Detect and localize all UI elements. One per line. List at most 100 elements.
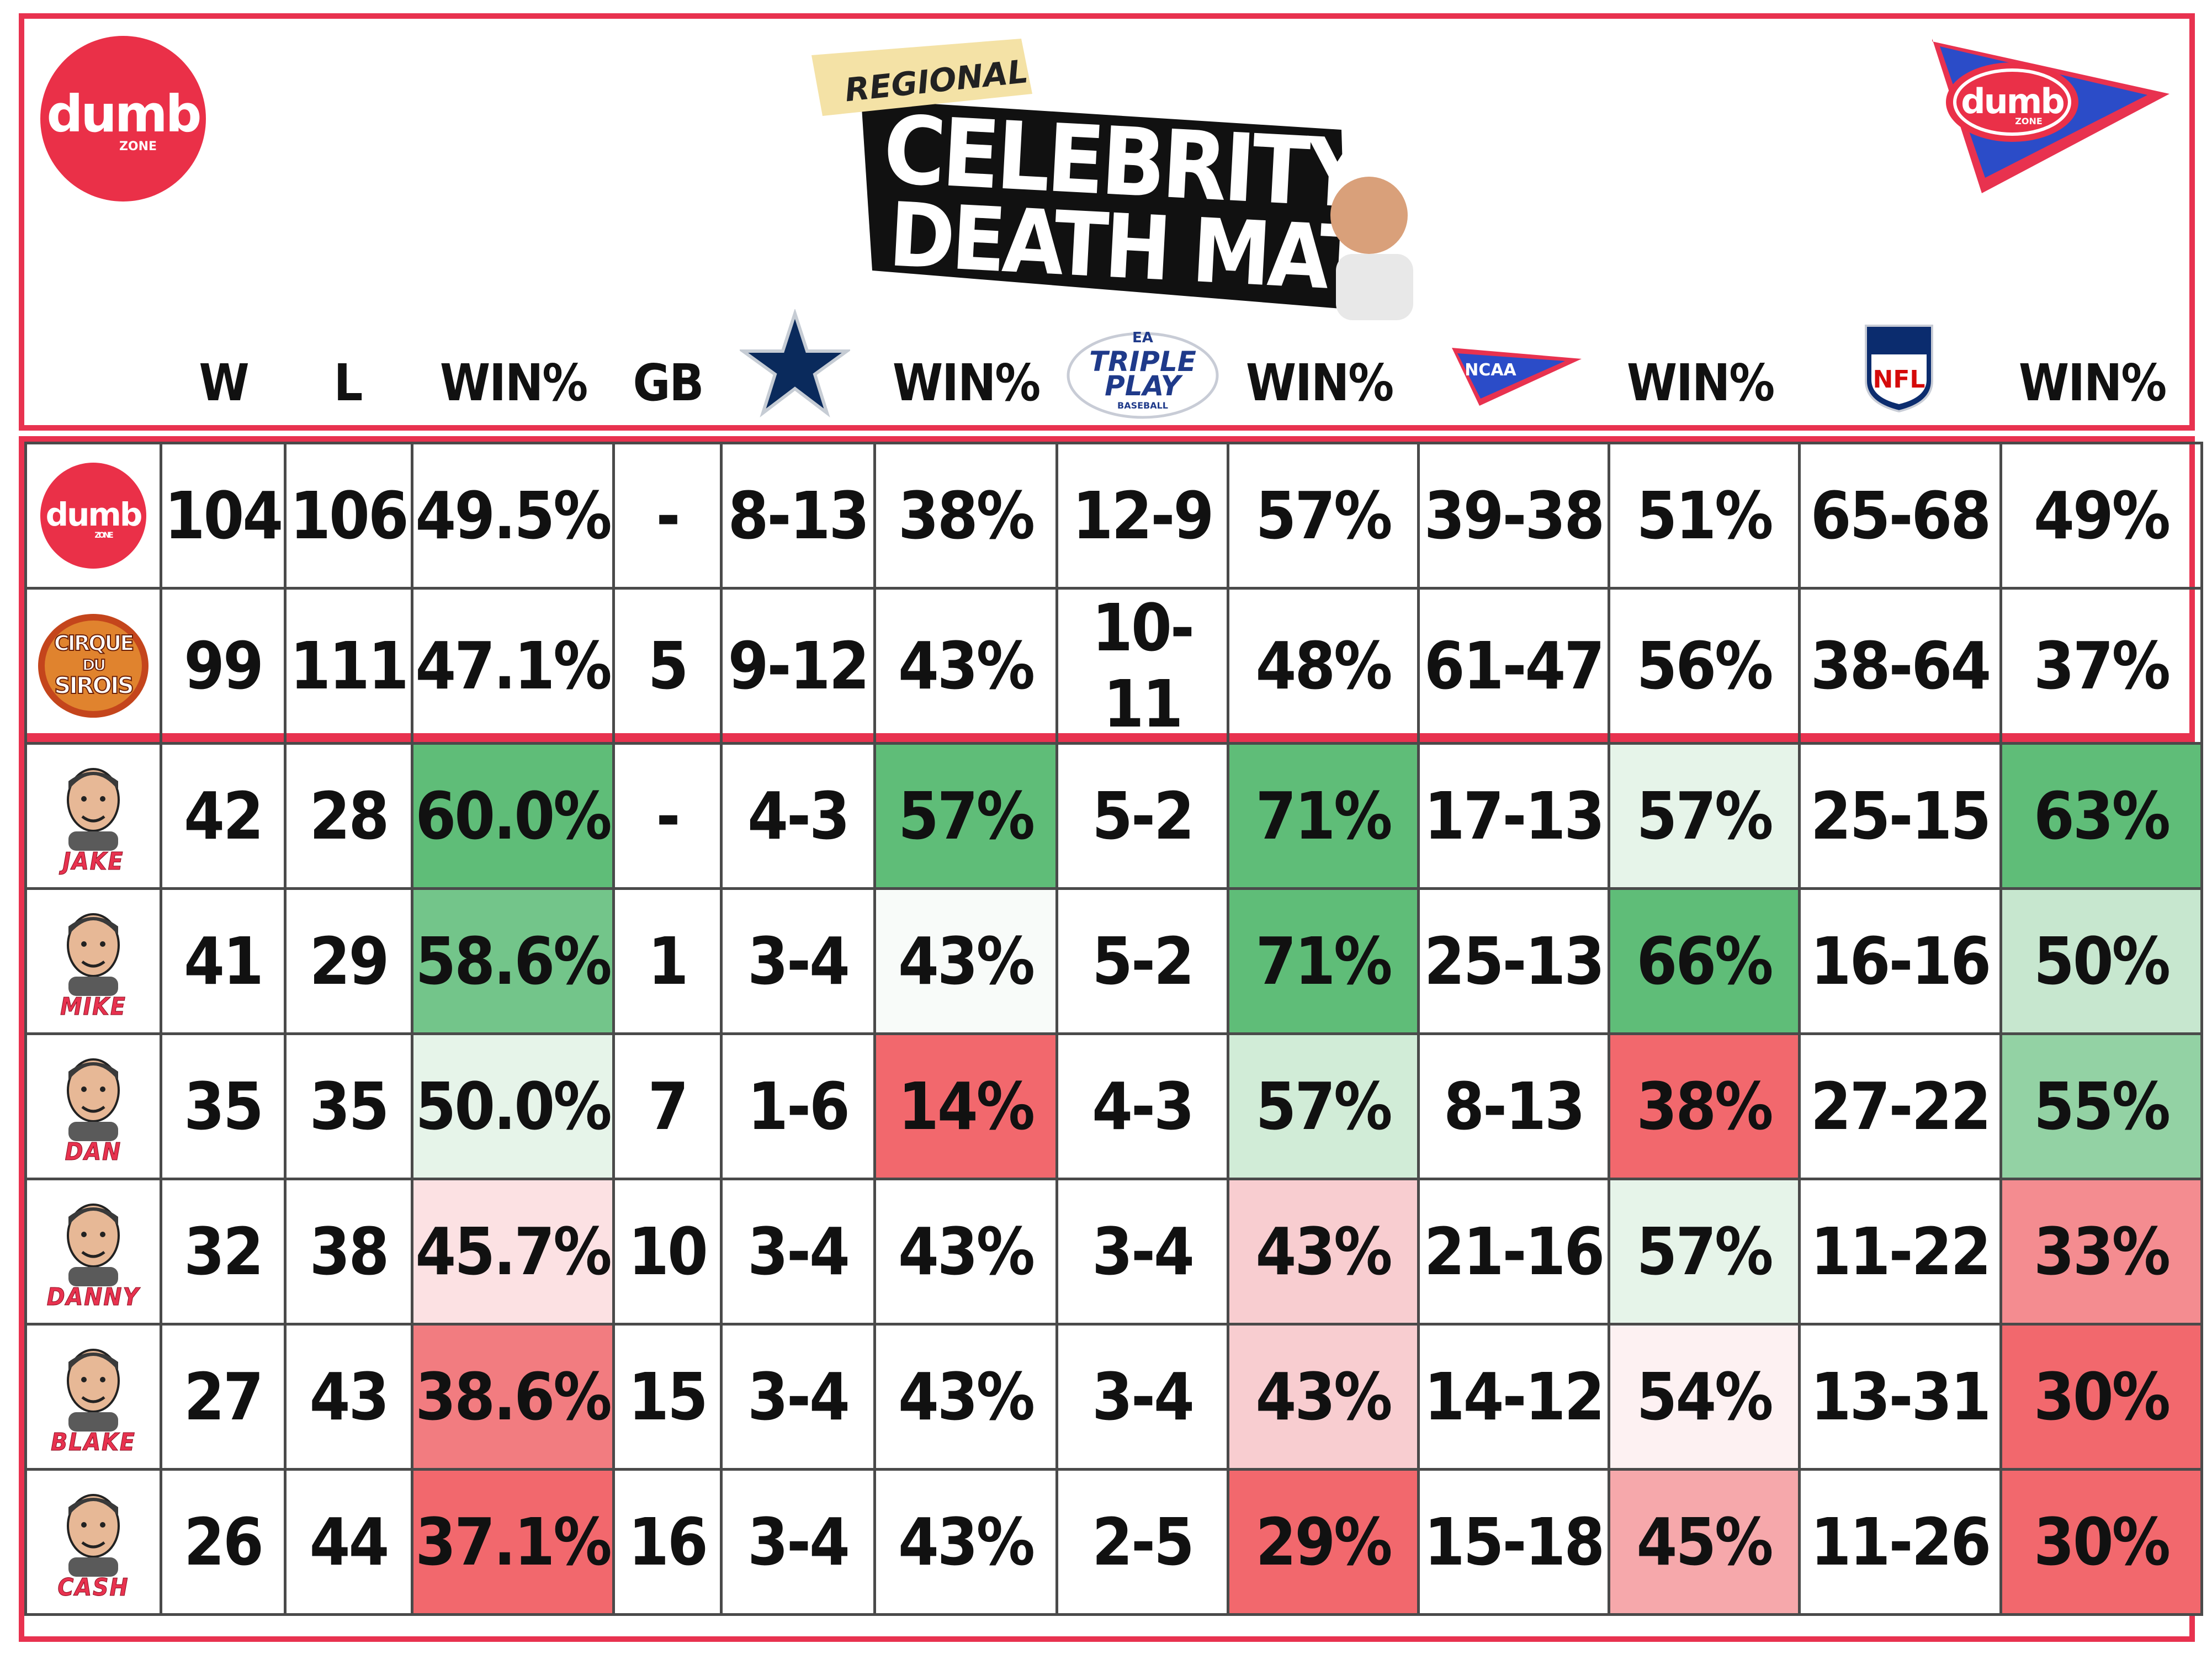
player-avatar-cell: MIKE — [24, 887, 162, 1035]
team-l-cell: 106 — [284, 442, 413, 590]
header-l: L — [333, 353, 363, 412]
team-row: dumb ZONE 104 106 49.5% -8-13 38% 12-9 57% 39-3… — [24, 442, 2203, 590]
avatar: CASH — [29, 1483, 158, 1602]
player-gb-cell: 1 — [612, 887, 723, 1035]
player-mlb-cell: 5-2 — [1055, 887, 1229, 1035]
player-l-cell: 43 — [284, 1323, 413, 1471]
teams-table: dumb ZONE 104 106 49.5% -8-13 38% 12-9 57% 39-3… — [24, 442, 2203, 745]
player-l-cell: 38 — [284, 1178, 413, 1326]
header-gb: GB — [633, 353, 704, 412]
player-mlb-pct-cell: 71% — [1227, 742, 1420, 890]
header-nfl-win-pct: WIN% — [2018, 353, 2167, 412]
player-w-cell: 27 — [160, 1323, 287, 1471]
player-cowboys-cell: 3-4 — [720, 1468, 876, 1616]
logo-small-text: ZONE — [119, 140, 157, 153]
player-name: DANNY — [46, 1282, 140, 1311]
player-row: BLAKE 27 43 38.6% 15 3-4 43% 3-4 43% 14-12 54% 13-… — [24, 1323, 2203, 1471]
player-mlb-cell: 5-2 — [1055, 742, 1229, 890]
player-avatar-cell: JAKE — [24, 742, 162, 890]
player-pct-cell: 58.6% — [411, 887, 615, 1035]
player-nfl-pct-cell: 63% — [1999, 742, 2203, 890]
player-mlb-cell: 3-4 — [1055, 1178, 1229, 1326]
player-mlb-pct-cell: 43% — [1227, 1323, 1420, 1471]
celebrity-face — [1330, 177, 1408, 254]
team-pct-cell: 47.1% — [411, 587, 615, 745]
player-pct-cell: 38.6% — [411, 1323, 615, 1471]
player-name: DAN — [65, 1137, 122, 1166]
team-nfl-cell: 65-68 — [1798, 442, 2002, 590]
player-w-cell: 32 — [160, 1178, 287, 1326]
player-cowboys-pct-cell: 57% — [873, 742, 1058, 890]
player-pct-cell: 60.0% — [411, 742, 615, 890]
player-mlb-cell: 4-3 — [1055, 1032, 1229, 1180]
player-avatar-icon — [67, 1493, 120, 1577]
team-cowboys-cell: 9-12 — [720, 587, 876, 745]
triple-play-line2: PLAY — [1105, 370, 1183, 402]
player-mlb-cell: 3-4 — [1055, 1323, 1229, 1471]
player-nfl-cell: 16-16 — [1798, 887, 2002, 1035]
title-line1: CELEBRITY — [881, 96, 1371, 230]
player-ncaa-pct-cell: 38% — [1608, 1032, 1801, 1180]
team-logo-cell: dumb ZONE — [24, 442, 162, 590]
player-mlb-pct-cell: 29% — [1227, 1468, 1420, 1616]
team-cowboys-cell: 8-13 — [720, 442, 876, 590]
player-w-cell: 42 — [160, 742, 287, 890]
player-pct-cell: 45.7% — [411, 1178, 615, 1326]
player-avatar-icon — [67, 913, 120, 996]
dumb-zone-pennant-logo: dumb ZONE — [1932, 39, 2169, 193]
player-mlb-pct-cell: 71% — [1227, 887, 1420, 1035]
player-nfl-pct-cell: 30% — [1999, 1323, 2203, 1471]
player-cowboys-pct-cell: 43% — [873, 1468, 1058, 1616]
team-w-cell: 104 — [160, 442, 287, 590]
player-row: DANNY 32 38 45.7% 10 3-4 43% 3-4 43% 21-16 57% 11-… — [24, 1178, 2203, 1326]
player-l-cell: 44 — [284, 1468, 413, 1616]
player-gb-cell: 10 — [612, 1178, 723, 1326]
players-table: JAKE 42 28 60.0% -4-3 57% 5-2 71% 17-13 57% 25-15… — [24, 742, 2203, 1616]
team-ncaa-cell: 39-38 — [1417, 442, 1610, 590]
player-cowboys-pct-cell: 43% — [873, 887, 1058, 1035]
player-w-cell: 41 — [160, 887, 287, 1035]
header-ncaa-win-pct: WIN% — [1626, 353, 1775, 412]
player-name: CASH — [57, 1573, 129, 1602]
player-nfl-cell: 11-22 — [1798, 1178, 2002, 1326]
cirque-bottom: SIROIS — [54, 672, 133, 699]
title-banner: REGIONAL CELEBRITY DEATH MATCH — [811, 39, 1441, 320]
cirque-mid: DU — [82, 656, 105, 674]
player-w-cell: 26 — [160, 1468, 287, 1616]
team-ncaa-cell: 61-47 — [1417, 587, 1610, 745]
team-ncaa-pct-cell: 51% — [1608, 442, 1801, 590]
team-nfl-pct-cell: 49% — [1999, 442, 2203, 590]
team-l-cell: 111 — [284, 587, 413, 745]
player-mlb-pct-cell: 43% — [1227, 1178, 1420, 1326]
team-row: CIRQUE DU SIROIS 99 111 47.1% 5 9-12 43% 10-11… — [24, 587, 2203, 745]
player-mlb-pct-cell: 57% — [1227, 1032, 1420, 1180]
player-row: MIKE 41 29 58.6% 1 3-4 43% 5-2 71% 25-13 66% 16-16… — [24, 887, 2203, 1035]
pennant-logo-small: ZONE — [2015, 116, 2043, 126]
team-nfl-cell: 38-64 — [1798, 587, 2002, 745]
logo-text: dumb — [46, 84, 199, 144]
player-nfl-pct-cell: 55% — [1999, 1032, 2203, 1180]
player-ncaa-cell: 17-13 — [1417, 742, 1610, 890]
team-ncaa-pct-cell: 56% — [1608, 587, 1801, 745]
celebrity-body — [1336, 254, 1413, 320]
player-ncaa-cell: 14-12 — [1417, 1323, 1610, 1471]
avatar: DAN — [29, 1047, 158, 1166]
player-nfl-cell: 13-31 — [1798, 1323, 2002, 1471]
player-cowboys-cell: 1-6 — [720, 1032, 876, 1180]
player-l-cell: 28 — [284, 742, 413, 890]
player-nfl-cell: 27-22 — [1798, 1032, 2002, 1180]
triple-play-line1: TRIPLE — [1089, 346, 1196, 378]
triple-play-logo: EA TRIPLE PLAY BASEBALL — [1067, 330, 1219, 419]
player-name: BLAKE — [51, 1428, 136, 1456]
player-avatar-cell: CASH — [24, 1468, 162, 1616]
player-gb-cell: - — [612, 742, 723, 890]
nfl-text: NFL — [1873, 365, 1925, 394]
header-win-pct: WIN% — [439, 353, 588, 412]
player-nfl-cell: 11-26 — [1798, 1468, 2002, 1616]
ncaa-text: NCAA — [1465, 361, 1516, 380]
player-ncaa-pct-cell: 57% — [1608, 1178, 1801, 1326]
dumb-zone-logo: dumb ZONE — [40, 463, 146, 569]
team-cowboys-pct-cell: 43% — [873, 587, 1058, 745]
player-row: DAN 35 35 50.0% 7 1-6 14% 4-3 57% 8-13 38% 27-22 55… — [24, 1032, 2203, 1180]
